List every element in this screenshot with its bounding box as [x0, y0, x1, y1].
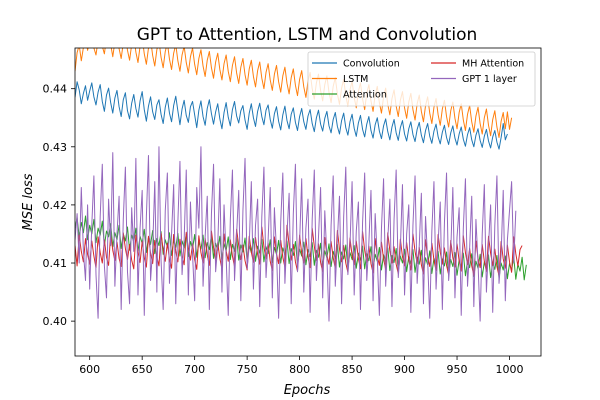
legend-label: LSTM — [343, 74, 368, 85]
series-line-gpt-1-layer — [75, 146, 517, 322]
x-tick-label: 700 — [184, 363, 205, 376]
y-tick-label: 0.40 — [43, 315, 68, 328]
x-tick-label: 650 — [132, 363, 153, 376]
x-axis-ticks: 600 650 700 750 800 850 900 950 1000 — [79, 356, 524, 376]
x-tick-label: 950 — [447, 363, 468, 376]
axes-frame — [74, 47, 542, 357]
x-tick-label: 850 — [342, 363, 363, 376]
x-axis-label: Epochs — [284, 383, 331, 398]
y-tick-label: 0.44 — [43, 83, 68, 96]
y-axis-label: MSE loss — [21, 173, 36, 230]
legend-label: Convolution — [343, 59, 400, 70]
y-tick-label: 0.42 — [43, 199, 68, 212]
chart-title: GPT to Attention, LSTM and Convolution — [137, 25, 478, 45]
x-tick-label: 900 — [394, 363, 415, 376]
y-tick-label: 0.43 — [43, 141, 68, 154]
plot-area — [74, 47, 542, 357]
legend-label: MH Attention — [462, 59, 524, 70]
legend-label: Attention — [343, 90, 387, 101]
legend-box — [307, 51, 536, 107]
series-line-convolution — [75, 81, 508, 150]
x-tick-label: 800 — [289, 363, 310, 376]
x-tick-label: 750 — [237, 363, 258, 376]
legend-label: GPT 1 layer — [462, 74, 517, 85]
y-tick-label: 0.41 — [43, 257, 68, 270]
series-line-lstm — [75, 48, 513, 138]
x-tick-label: 600 — [79, 363, 100, 376]
series-layer — [75, 48, 527, 322]
x-tick-label: 1000 — [496, 363, 524, 376]
legend: Convolution LSTM Attention MH Attention GPT … — [307, 51, 536, 107]
y-axis-ticks: 0.40 0.41 0.42 0.43 0.44 — [43, 83, 75, 328]
